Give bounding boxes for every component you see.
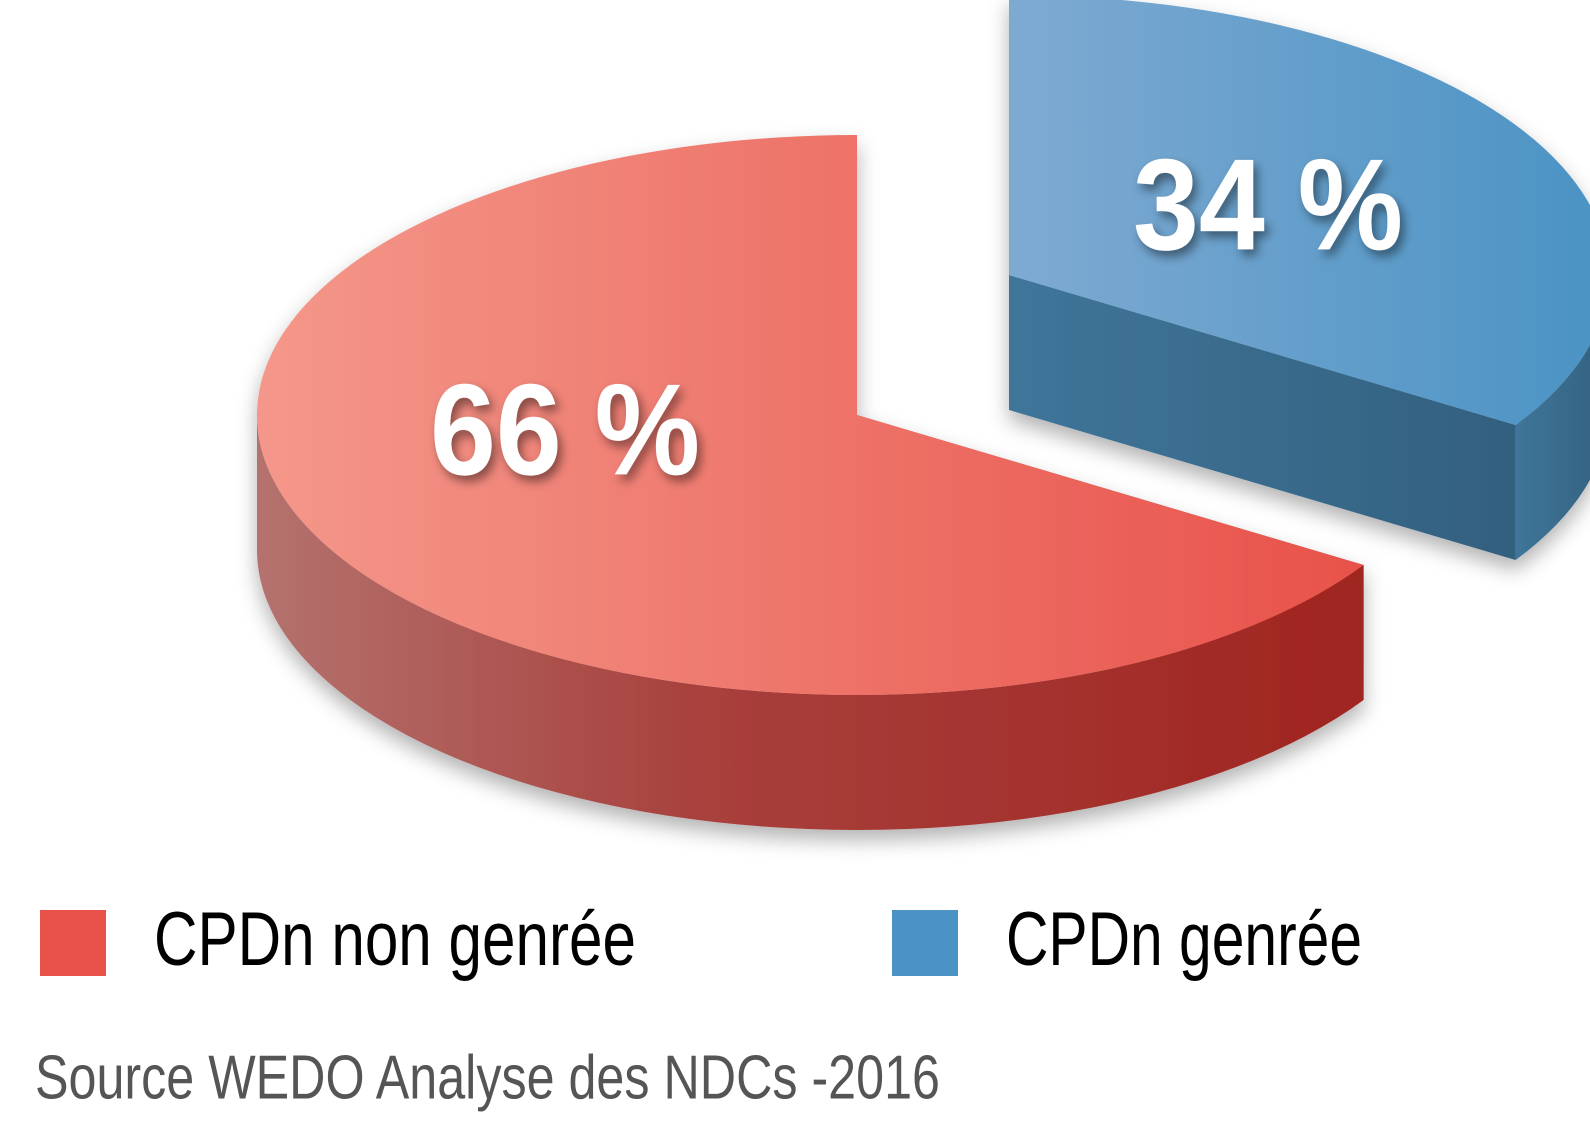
pie (257, 0, 1590, 831)
value-label: 66 % (430, 356, 700, 502)
legend-label: CPDn genrée (1006, 897, 1362, 982)
labels: 34 % 66 % (430, 131, 1403, 502)
value-label: 34 % (1133, 131, 1403, 277)
slice-side (257, 415, 1364, 831)
slice (257, 135, 1364, 696)
source: Source WEDO Analyse des NDCs -2016 (35, 1043, 940, 1112)
slice (1009, 0, 1590, 426)
slice-side (1515, 344, 1590, 561)
legend-label: CPDn non genrée (154, 897, 636, 982)
legend-item: CPDn genrée (892, 897, 1362, 982)
legend-swatch (892, 910, 958, 976)
legend-item: CPDn non genrée (40, 897, 636, 982)
slice-face (1009, 275, 1516, 561)
legend-swatch (40, 910, 106, 976)
